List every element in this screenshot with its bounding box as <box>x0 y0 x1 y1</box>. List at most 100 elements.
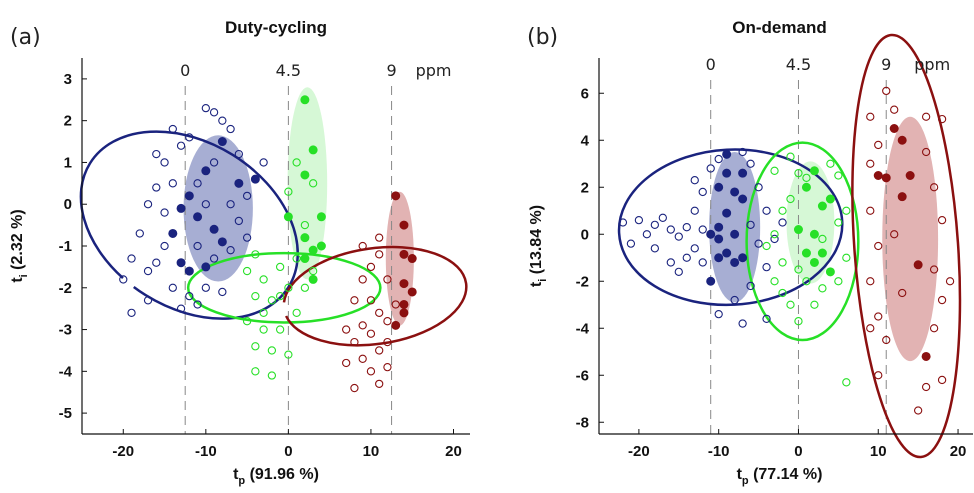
open-point-group-0 <box>127 308 136 317</box>
open-point-group-0 <box>193 179 202 188</box>
open-point-group-2 <box>375 250 384 259</box>
filled-point-group-2 <box>881 173 891 183</box>
ppm-tick-label: 0 <box>706 55 716 74</box>
open-point-group-1 <box>242 317 252 326</box>
open-point-group-2 <box>921 112 931 121</box>
open-point-group-1 <box>308 266 318 276</box>
open-point-group-0 <box>778 218 787 227</box>
filled-point-group-2 <box>391 191 401 201</box>
filled-point-group-1 <box>316 212 326 222</box>
filled-point-group-0 <box>738 194 748 204</box>
group-shaded-region-2 <box>882 116 939 362</box>
open-point-group-0 <box>666 225 675 234</box>
open-point-group-1 <box>770 230 779 239</box>
open-point-group-1 <box>842 253 851 262</box>
x-tick-label: -20 <box>628 443 650 460</box>
open-point-group-2 <box>937 375 947 385</box>
group-ellipse-2 <box>282 245 468 347</box>
x-tick-label: 0 <box>794 443 802 460</box>
open-point-group-1 <box>251 250 260 259</box>
open-point-group-1 <box>834 218 843 227</box>
open-point-group-0 <box>706 164 715 173</box>
filled-point-group-0 <box>201 262 211 272</box>
open-point-group-1 <box>802 173 811 182</box>
open-point-group-2 <box>358 321 367 330</box>
open-point-group-0 <box>738 147 747 157</box>
open-point-group-0 <box>634 215 644 225</box>
open-point-group-0 <box>234 216 244 226</box>
filled-point-group-0 <box>714 182 724 192</box>
open-point-group-2 <box>375 233 384 242</box>
open-point-group-0 <box>690 176 699 185</box>
filled-point-group-1 <box>825 194 835 204</box>
ppm-unit-label: ppm <box>416 61 452 80</box>
open-point-group-2 <box>383 275 392 284</box>
filled-point-group-2 <box>897 192 907 202</box>
open-point-group-1 <box>242 266 252 276</box>
open-point-group-2 <box>866 206 875 215</box>
open-point-group-2 <box>358 275 367 284</box>
open-point-group-0 <box>160 241 169 251</box>
y-tick-label: -1 <box>59 238 72 255</box>
x-axis-label-rest: (91.96 %) <box>245 466 319 483</box>
x-axis-label: tp (91.96 %) <box>233 466 319 487</box>
filled-point-group-2 <box>407 254 417 264</box>
filled-point-group-1 <box>817 201 827 211</box>
open-point-group-1 <box>770 277 779 286</box>
open-point-group-2 <box>375 379 384 389</box>
open-point-group-1 <box>770 166 779 175</box>
filled-point-group-0 <box>193 212 203 222</box>
open-point-group-1 <box>762 241 771 251</box>
ppm-tick-label: 4.5 <box>786 55 811 74</box>
filled-point-group-1 <box>300 254 310 264</box>
filled-point-group-0 <box>217 137 227 147</box>
open-point-group-1 <box>284 187 293 196</box>
open-point-group-0 <box>746 281 755 291</box>
filled-point-group-2 <box>399 220 409 230</box>
filled-point-group-0 <box>738 168 748 178</box>
open-point-group-2 <box>358 241 367 251</box>
filled-point-group-2 <box>399 308 409 318</box>
open-point-group-2 <box>890 230 899 239</box>
y-tick-label: 2 <box>64 113 72 130</box>
filled-point-group-1 <box>793 225 803 235</box>
open-point-group-0 <box>242 233 252 242</box>
filled-point-group-0 <box>706 276 716 286</box>
filled-point-group-1 <box>308 274 318 284</box>
panel-a: (a) Duty-cycling-20 -10 0 10 203210-1-2-3-4-5… <box>9 18 470 487</box>
open-point-group-0 <box>143 296 153 305</box>
filled-point-group-0 <box>176 258 186 268</box>
filled-point-group-1 <box>308 145 318 155</box>
open-point-group-1 <box>778 206 787 215</box>
y-tick-label: 4 <box>581 132 590 149</box>
filled-point-group-1 <box>809 257 819 267</box>
open-point-group-0 <box>226 124 235 134</box>
open-point-group-0 <box>770 234 779 244</box>
open-point-group-1 <box>251 291 260 301</box>
filled-point-group-1 <box>300 95 310 105</box>
open-point-group-2 <box>921 147 931 157</box>
open-point-group-1 <box>259 275 268 284</box>
y-tick-label: 6 <box>581 85 589 102</box>
open-point-group-0 <box>201 283 210 292</box>
open-point-group-0 <box>119 275 128 284</box>
group-shaded-region-0 <box>183 135 253 282</box>
open-point-group-2 <box>350 383 359 393</box>
open-point-group-0 <box>160 158 169 167</box>
open-point-group-0 <box>746 220 755 229</box>
open-point-group-1 <box>810 300 819 309</box>
open-point-group-0 <box>152 149 161 159</box>
y-axis-label-main: t <box>9 277 26 283</box>
open-point-group-2 <box>342 325 351 334</box>
open-point-group-0 <box>201 103 210 113</box>
open-point-group-2 <box>929 183 939 192</box>
open-point-group-2 <box>358 354 367 363</box>
open-point-group-0 <box>690 244 699 253</box>
filled-point-group-1 <box>809 166 819 176</box>
open-point-group-0 <box>658 213 667 222</box>
x-axis-label-main: t <box>233 466 239 483</box>
open-point-group-1 <box>826 159 835 168</box>
open-point-group-1 <box>284 283 293 292</box>
